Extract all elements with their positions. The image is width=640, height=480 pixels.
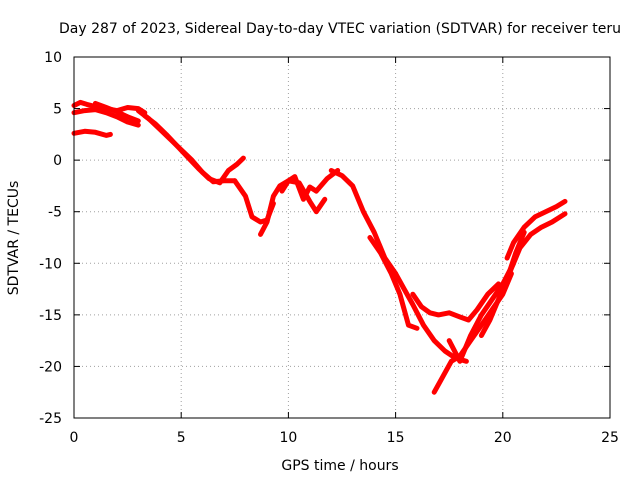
- series-lines: [71, 99, 568, 395]
- y-tick-label: -5: [48, 205, 62, 221]
- x-axis-title: GPS time / hours: [281, 458, 398, 474]
- y-tick-label: -20: [39, 359, 62, 375]
- y-tick-label: -25: [39, 411, 62, 427]
- series-trace-18: [506, 211, 568, 277]
- series-trace-13: [410, 281, 501, 323]
- x-tick-label: 15: [387, 430, 405, 446]
- grid-lines: [74, 57, 610, 418]
- series-trace-6: [142, 113, 246, 186]
- series-trace-11: [367, 235, 420, 331]
- y-tick-label: -10: [39, 256, 62, 272]
- series-trace-2: [71, 107, 141, 128]
- x-tick-label: 20: [494, 430, 512, 446]
- y-tick-label: 5: [53, 102, 62, 118]
- series-trace-17: [504, 198, 568, 261]
- y-axis-title: SDTVAR / TECUs: [6, 181, 22, 296]
- axis-ticks: [73, 56, 611, 419]
- series-trace-9: [279, 178, 328, 215]
- chart-title: Day 287 of 2023, Sidereal Day-to-day VTE…: [59, 21, 621, 37]
- series-trace-4: [71, 128, 113, 138]
- plot-frame: [73, 56, 611, 419]
- x-tick-label: 0: [70, 430, 79, 446]
- x-tick-label: 5: [177, 430, 186, 446]
- series-trace-8: [258, 168, 341, 237]
- tick-labels: 0 5 10 15 20 25 -25 -20 -15 -10 -5 0 5 10: [39, 50, 619, 446]
- series-trace-15: [446, 260, 516, 364]
- x-tick-label: 10: [279, 430, 297, 446]
- y-tick-label: 10: [44, 50, 62, 66]
- y-tick-label: -15: [39, 308, 62, 324]
- x-tick-label: 25: [601, 430, 619, 446]
- y-tick-label: 0: [53, 153, 62, 169]
- series-trace-3: [92, 100, 141, 124]
